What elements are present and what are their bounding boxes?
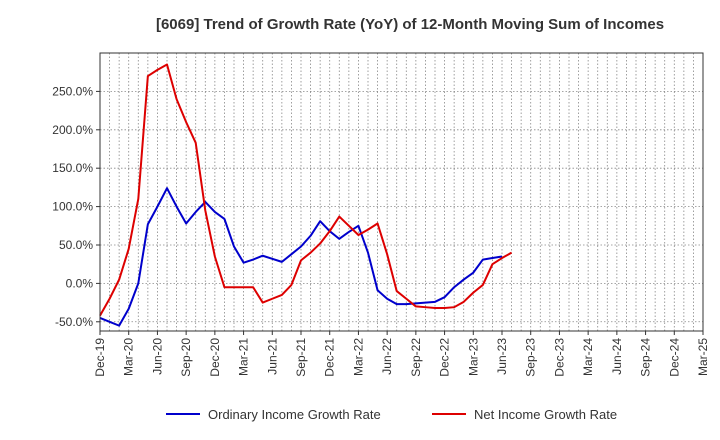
series-line-net-income [99, 63, 513, 317]
x-tick-label: Jun-20 [150, 338, 164, 375]
x-tick-label: Jun-21 [265, 338, 279, 375]
x-tick-label: Sep-21 [294, 338, 308, 377]
legend-label: Net Income Growth Rate [474, 407, 617, 422]
x-tick-label: Sep-20 [179, 338, 193, 377]
x-tick-label: Dec-19 [93, 338, 107, 377]
x-tick-label: Mar-22 [351, 338, 365, 376]
plot-area [100, 53, 703, 331]
plot-border [99, 52, 704, 332]
series-lines [99, 63, 513, 327]
grid-lines [100, 53, 703, 331]
y-tick-label: 150.0% [52, 161, 93, 175]
x-tick-label: Jun-23 [495, 338, 509, 375]
x-tick-label: Jun-22 [380, 338, 394, 375]
x-tick-label: Mar-24 [581, 338, 595, 376]
series-line-ordinary-income [99, 187, 503, 327]
y-tick-label: 250.0% [52, 84, 93, 98]
x-tick-label: Jun-24 [610, 338, 624, 375]
x-tick-label: Dec-22 [438, 338, 452, 377]
y-axis: -50.0% 0.0% 50.0% 100.0% 150.0% 200.0% 250.0% [52, 84, 100, 329]
legend: Ordinary Income Growth Rate Net Income Gr… [166, 407, 617, 422]
y-tick-label: -50.0% [55, 315, 93, 329]
plot-background [100, 53, 703, 331]
y-tick-label: 50.0% [59, 238, 93, 252]
x-tick-label: Sep-23 [524, 338, 538, 377]
x-tick-label: Sep-24 [639, 338, 653, 377]
x-tick-label: Dec-24 [667, 338, 681, 377]
plot-frame [99, 52, 704, 332]
y-tick-label: 100.0% [52, 200, 93, 214]
legend-label: Ordinary Income Growth Rate [208, 407, 381, 422]
x-tick-label: Mar-21 [237, 338, 251, 376]
x-tick-label: Mar-25 [696, 338, 710, 376]
x-tick-label: Dec-20 [208, 338, 222, 377]
x-tick-label: Mar-20 [122, 338, 136, 376]
x-tick-label: Mar-23 [466, 338, 480, 376]
x-tick-label: Sep-22 [409, 338, 423, 377]
y-tick-label: 200.0% [52, 123, 93, 137]
chart-title: [6069] Trend of Growth Rate (YoY) of 12-… [156, 16, 664, 33]
x-tick-label: Dec-21 [323, 338, 337, 377]
x-axis: Dec-19 Mar-20 Jun-20 Sep-20 Dec-20 Mar-21 Jun-… [93, 331, 710, 377]
y-tick-label: 0.0% [66, 276, 94, 290]
x-tick-label: Dec-23 [552, 338, 566, 377]
